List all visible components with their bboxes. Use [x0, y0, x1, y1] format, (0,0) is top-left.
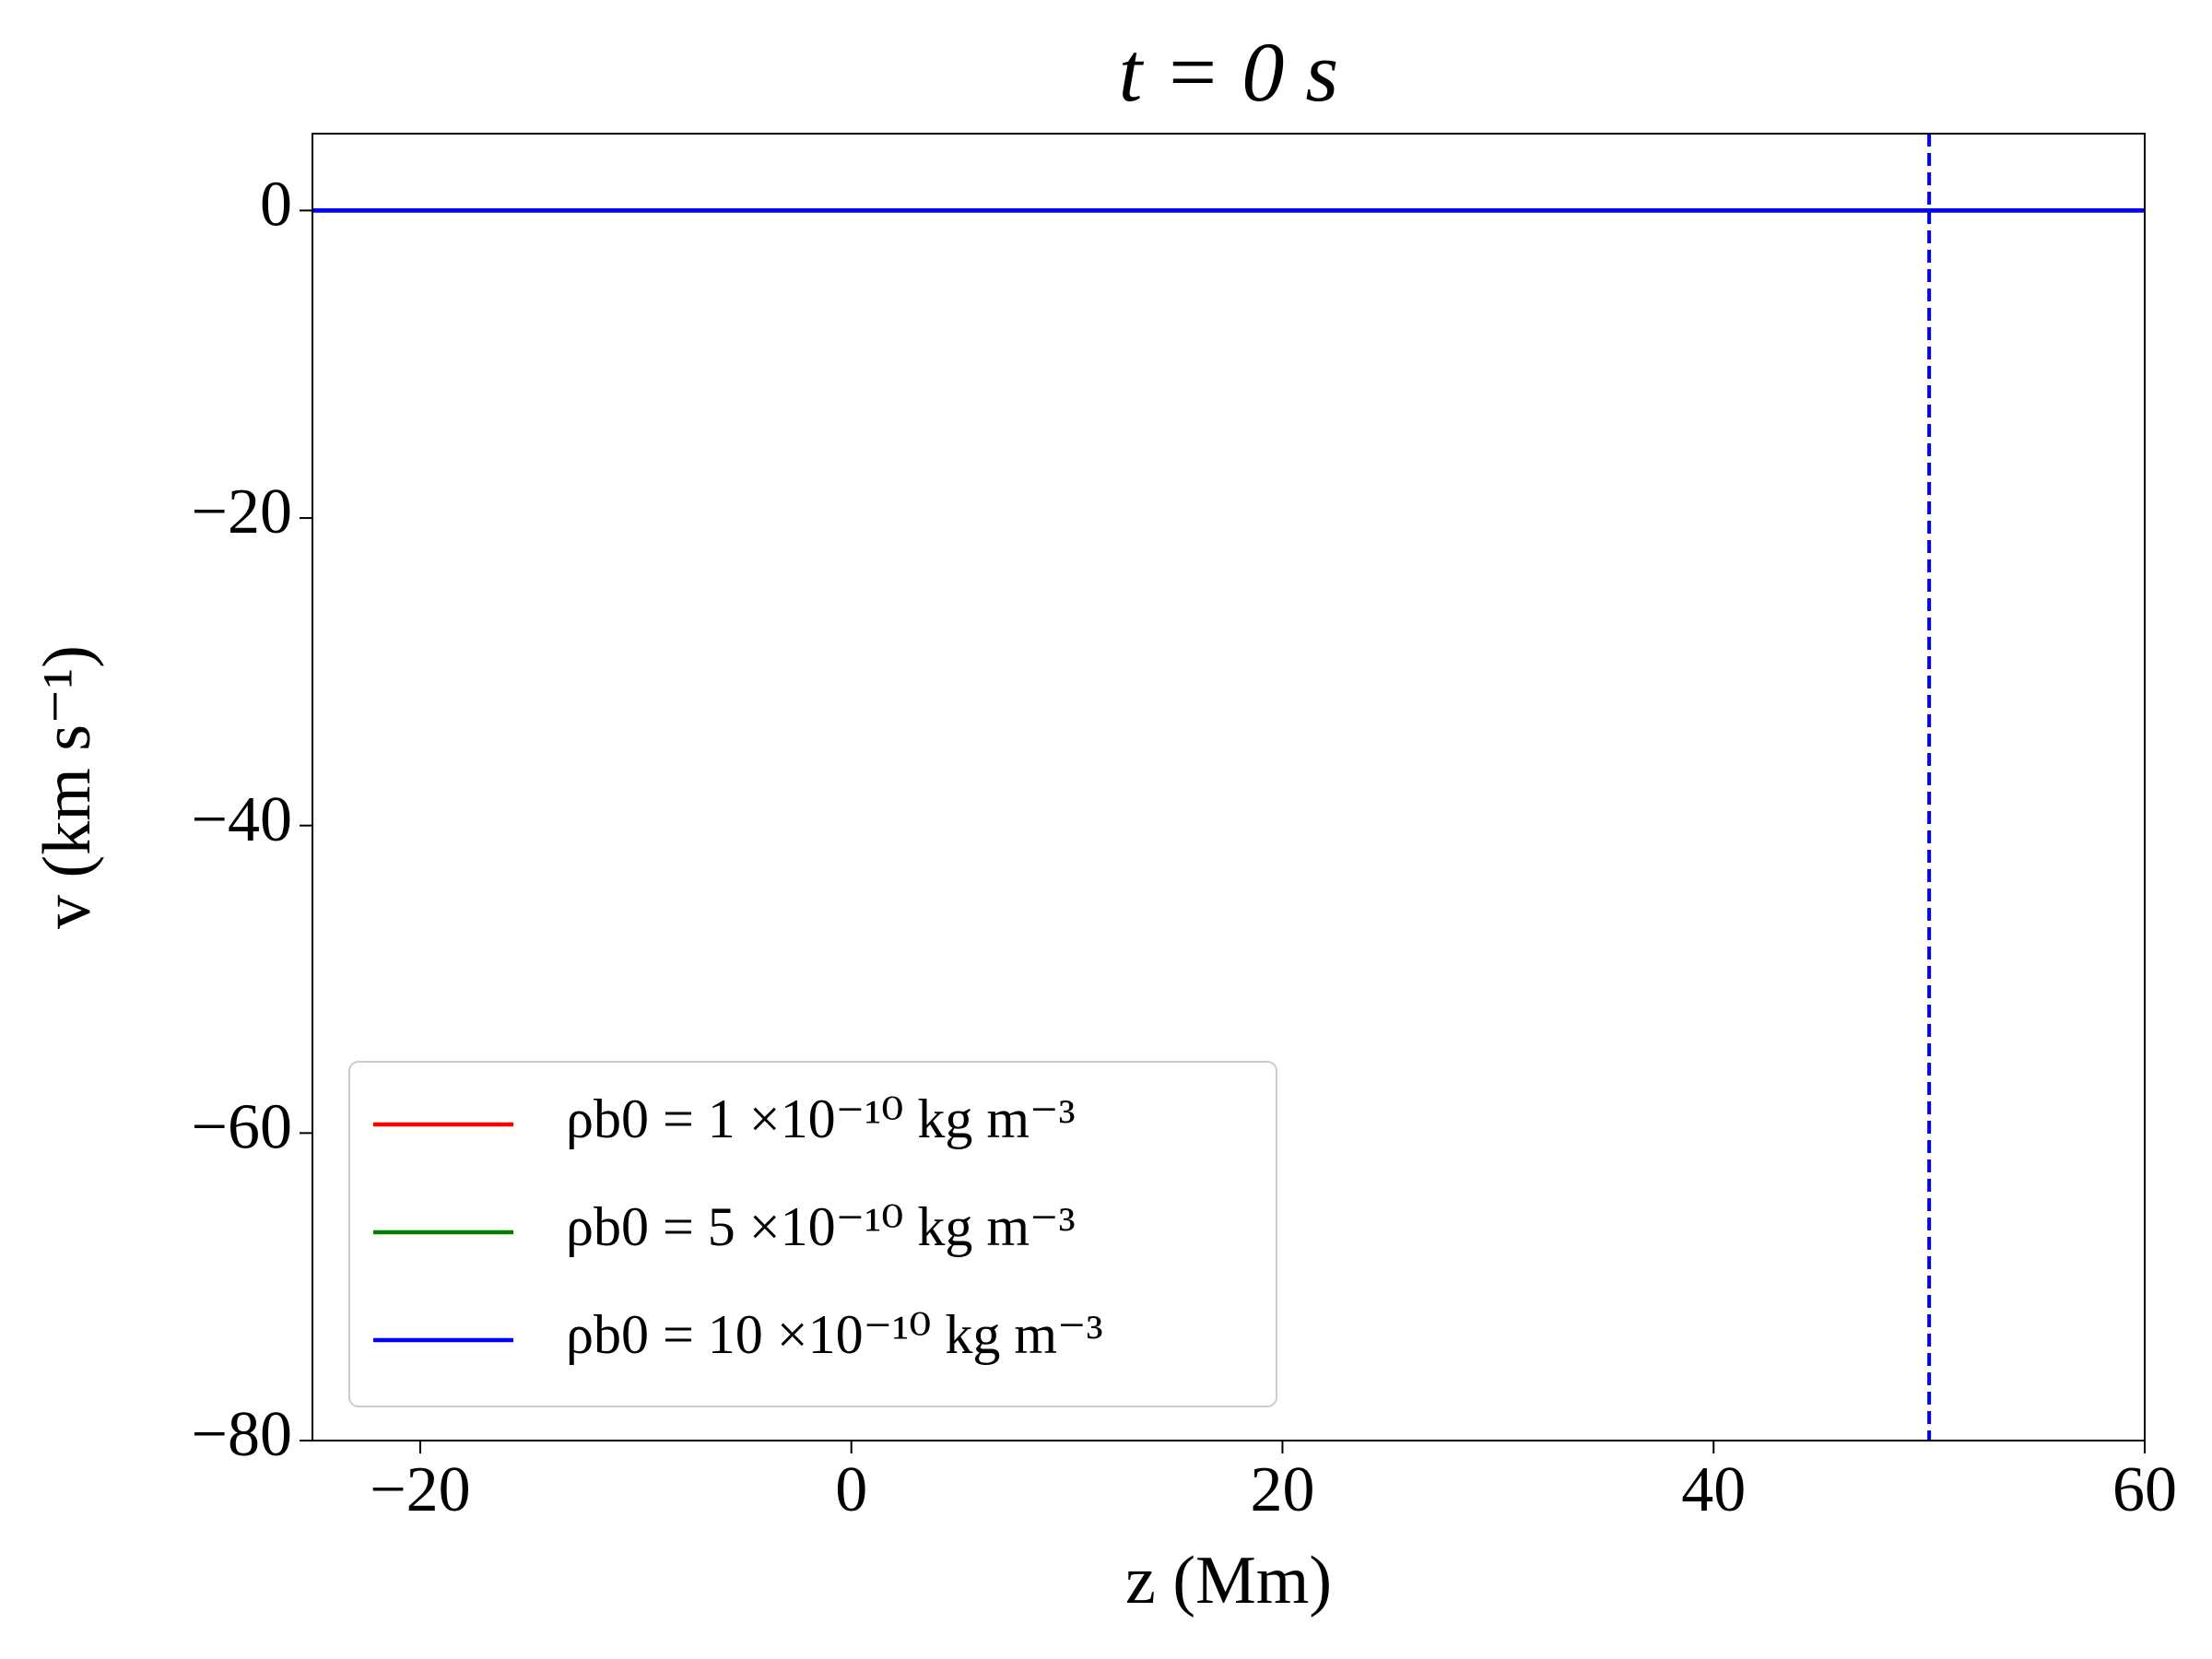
y-tick-label: −40 — [192, 784, 292, 855]
y-axis-label: v (km s⁻¹) — [29, 645, 105, 929]
y-tick-label: −60 — [192, 1091, 292, 1162]
x-tick-label: −20 — [370, 1454, 470, 1525]
legend-label: ρb0 = 5 ×10⁻¹⁰ kg m⁻³ — [566, 1196, 1076, 1257]
x-axis-label: z (Mm) — [1125, 1543, 1332, 1618]
x-tick-label: 40 — [1681, 1454, 1746, 1525]
legend-box — [348, 1061, 1277, 1407]
y-tick-label: −20 — [192, 477, 292, 547]
y-tick-label: 0 — [260, 169, 292, 240]
x-tick-label: 60 — [2112, 1454, 2177, 1525]
legend-label: ρb0 = 10 ×10⁻¹⁰ kg m⁻³ — [566, 1304, 1103, 1365]
chart-title: t = 0 s — [1119, 25, 1338, 119]
x-tick-label: 20 — [1250, 1454, 1314, 1525]
y-tick-label: −80 — [192, 1399, 292, 1470]
legend-label: ρb0 = 1 ×10⁻¹⁰ kg m⁻³ — [566, 1088, 1076, 1149]
x-tick-label: 0 — [835, 1454, 867, 1525]
plot-frame — [312, 133, 2146, 1441]
